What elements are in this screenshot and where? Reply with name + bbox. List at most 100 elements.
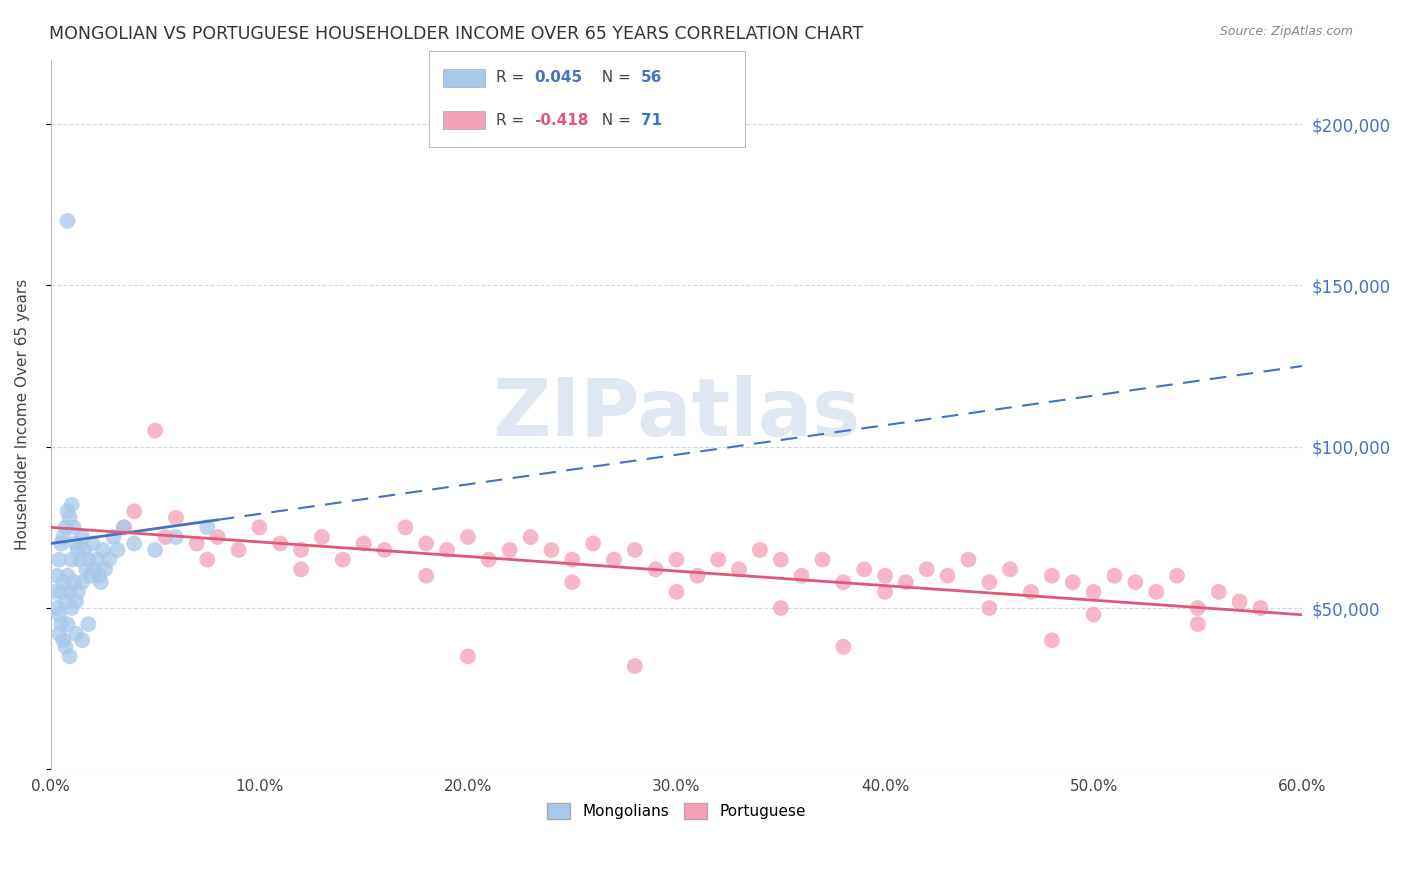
Point [228, 543, 250, 558]
Text: 56: 56 [641, 70, 662, 86]
Point [894, 575, 917, 590]
Point [91, 543, 114, 558]
Text: 71: 71 [641, 112, 662, 128]
Point [55, 640, 77, 654]
Point [165, 530, 187, 544]
Point [69, 552, 91, 566]
Point [332, 552, 354, 566]
Point [46, 601, 69, 615]
Text: 0.045: 0.045 [534, 70, 582, 86]
Point [207, 530, 229, 544]
Point [979, 575, 1001, 590]
Point [56, 504, 79, 518]
Text: -0.418: -0.418 [534, 112, 589, 128]
Point [247, 520, 270, 534]
Point [90, 575, 112, 590]
Point [48, 607, 70, 622]
Point [1083, 607, 1105, 622]
Point [59, 510, 82, 524]
Point [70, 633, 93, 648]
Point [59, 585, 82, 599]
Point [1229, 594, 1251, 608]
Text: N =: N = [592, 70, 636, 86]
Point [65, 594, 87, 608]
Point [748, 543, 770, 558]
Point [915, 562, 938, 576]
Point [98, 552, 121, 566]
Point [65, 627, 87, 641]
Text: R =: R = [496, 112, 530, 128]
Point [112, 520, 135, 534]
Point [155, 530, 177, 544]
Point [728, 562, 751, 576]
Point [290, 543, 312, 558]
Point [561, 575, 583, 590]
Point [832, 640, 855, 654]
Point [394, 520, 416, 534]
Point [143, 424, 166, 438]
Point [269, 536, 291, 550]
Point [811, 552, 834, 566]
Point [51, 585, 73, 599]
Point [623, 543, 645, 558]
Text: R =: R = [496, 70, 530, 86]
Point [540, 543, 562, 558]
Point [70, 530, 93, 544]
Point [373, 543, 395, 558]
Legend: Mongolians, Portuguese: Mongolians, Portuguese [541, 797, 813, 825]
Point [1104, 568, 1126, 582]
Point [86, 552, 108, 566]
Point [478, 552, 501, 566]
Point [707, 552, 730, 566]
Point [82, 536, 104, 550]
Point [457, 530, 479, 544]
Point [56, 568, 79, 582]
Point [79, 568, 101, 582]
Point [94, 562, 117, 576]
Point [603, 552, 626, 566]
Point [122, 504, 145, 518]
Point [56, 214, 79, 228]
Point [832, 575, 855, 590]
Point [498, 543, 520, 558]
Point [60, 498, 83, 512]
Point [311, 530, 333, 544]
Point [60, 601, 83, 615]
Point [1083, 585, 1105, 599]
Point [48, 552, 70, 566]
Point [1166, 568, 1188, 582]
Point [112, 520, 135, 534]
Point [623, 659, 645, 673]
Point [436, 543, 458, 558]
Point [48, 627, 70, 641]
Point [353, 536, 375, 550]
Point [790, 568, 813, 582]
Point [66, 543, 89, 558]
Point [51, 617, 73, 632]
Y-axis label: Householder Income Over 65 years: Householder Income Over 65 years [15, 279, 30, 550]
Text: MONGOLIAN VS PORTUGUESE HOUSEHOLDER INCOME OVER 65 YEARS CORRELATION CHART: MONGOLIAN VS PORTUGUESE HOUSEHOLDER INCO… [49, 25, 863, 43]
Point [1062, 575, 1084, 590]
Point [52, 530, 75, 544]
Point [665, 585, 688, 599]
Point [957, 552, 980, 566]
Point [1187, 601, 1209, 615]
Point [165, 510, 187, 524]
Point [83, 562, 105, 576]
Point [998, 562, 1021, 576]
Point [1144, 585, 1167, 599]
Point [103, 530, 125, 544]
Point [1040, 633, 1063, 648]
Point [457, 649, 479, 664]
Point [415, 536, 437, 550]
Point [51, 536, 73, 550]
Point [52, 633, 75, 648]
Point [70, 575, 93, 590]
Point [979, 601, 1001, 615]
Point [46, 568, 69, 582]
Point [582, 536, 605, 550]
Point [873, 568, 896, 582]
Point [56, 617, 79, 632]
Point [519, 530, 541, 544]
Point [290, 562, 312, 576]
